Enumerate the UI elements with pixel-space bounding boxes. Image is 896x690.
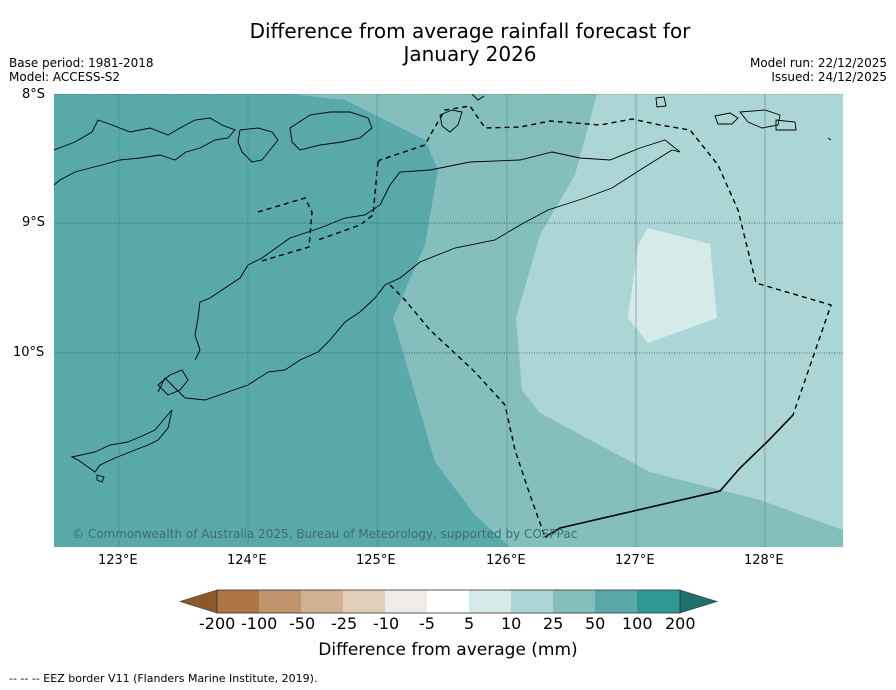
colorbar-extend-left [178, 589, 218, 614]
colorbar-label: -100 [241, 614, 278, 633]
map-title: Difference from average rainfall forecas… [0, 20, 896, 66]
coastline-alor [237, 127, 279, 163]
colorbar-label: -200 [199, 614, 236, 633]
lon-label-128e: 128°E [744, 553, 784, 568]
colorbar-label: -10 [373, 614, 400, 633]
base-period-text: Base period: 1981-2018 [9, 56, 154, 70]
coastline-flores-east [54, 117, 236, 186]
lat-label-9s: 9°S [22, 215, 46, 230]
meta-left: Base period: 1981-2018 Model: ACCESS-S2 [9, 56, 154, 84]
coastline-kisar [439, 109, 463, 133]
coastline-moa [714, 112, 739, 125]
colorbar-label: 50 [585, 614, 606, 633]
eez-border-solid-segment [544, 414, 794, 538]
colorbar-swatch [637, 590, 680, 613]
eez-border-oecusse [257, 197, 313, 263]
colorbar-swatch [511, 590, 553, 613]
coastline-wetar [289, 111, 373, 151]
lon-label-123e: 123°E [98, 553, 138, 568]
lat-label-10s: 10°S [13, 345, 45, 360]
coastline-luang [775, 119, 797, 131]
model-run-text: Model run: 22/12/2025 [749, 56, 887, 70]
issued-text: Issued: 24/12/2025 [771, 70, 887, 84]
anomaly-band-10mm [628, 228, 717, 343]
colorbar-label: 5 [464, 614, 475, 633]
colorbar [178, 589, 719, 614]
coastline-sumba-east [70, 409, 173, 473]
map-title-line1: Difference from average rainfall forecas… [249, 19, 691, 43]
colorbar-label: 25 [543, 614, 564, 633]
graticule [118, 94, 766, 547]
colorbar-swatch [385, 590, 427, 613]
lon-label-124e: 124°E [227, 553, 267, 568]
model-text: Model: ACCESS-S2 [9, 70, 121, 84]
coastline-atauro [471, 94, 485, 101]
colorbar-swatch [301, 590, 343, 613]
colorbar-label: 200 [665, 614, 696, 633]
rainfall-map [54, 94, 843, 547]
colorbar-extend-right [679, 589, 719, 614]
colorbar-label: -5 [419, 614, 435, 633]
colorbar-label: -25 [331, 614, 358, 633]
lon-label-127e: 127°E [615, 553, 655, 568]
coastline-islet-2 [96, 474, 105, 483]
colorbar-label: 100 [622, 614, 653, 633]
parallels [54, 94, 843, 354]
lon-label-126e: 126°E [486, 553, 526, 568]
coastline-timor-south [157, 297, 376, 401]
colorbar-label: 10 [501, 614, 522, 633]
coastline-rote [157, 369, 189, 396]
copyright-notice: © Commonwealth of Australia 2025, Bureau… [72, 527, 578, 541]
colorbar-label: -50 [289, 614, 316, 633]
eez-border-west [317, 161, 379, 241]
eez-border-south [389, 284, 546, 538]
colorbar-swatch [343, 590, 385, 613]
colorbar-swatch [553, 590, 595, 613]
coastline-leti [655, 96, 667, 108]
lat-label-8s: 8°S [22, 87, 46, 102]
map-title-line2: January 2026 [403, 42, 537, 66]
coastline [54, 94, 832, 483]
coastline-islet [827, 137, 832, 141]
colorbar-outline [216, 589, 681, 614]
colorbar-swatch [595, 590, 637, 613]
colorbar-swatch [427, 590, 469, 613]
colorbar-swatch [259, 590, 301, 613]
colorbar-title: Difference from average (mm) [318, 640, 578, 660]
eez-border [257, 105, 832, 538]
colorbar-swatch [217, 590, 259, 613]
coastline-timor-north [194, 139, 681, 361]
lon-label-125e: 125°E [356, 553, 396, 568]
colorbar-swatch [469, 590, 511, 613]
eez-footnote: -- -- -- EEZ border V11 (Flanders Marine… [9, 672, 318, 685]
meta-right: Model run: 22/12/2025 Issued: 24/12/2025 [750, 56, 887, 84]
